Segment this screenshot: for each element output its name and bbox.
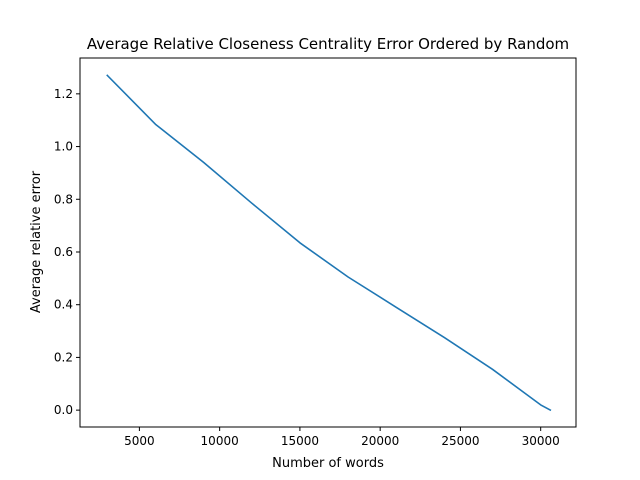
y-tick-label: 0.6	[54, 245, 73, 259]
x-tick-label: 25000	[441, 434, 479, 448]
chart-title: Average Relative Closeness Centrality Er…	[87, 35, 569, 53]
series-line	[106, 74, 552, 412]
y-tick-label: 0.0	[54, 403, 73, 417]
x-tick-label: 15000	[281, 434, 319, 448]
x-tick-label: 5000	[124, 434, 155, 448]
series-layer	[106, 74, 552, 412]
y-tick-label: 0.8	[54, 192, 73, 206]
y-tick-label: 1.0	[54, 140, 73, 154]
x-tick-label: 10000	[201, 434, 239, 448]
x-axis-label: Number of words	[272, 456, 384, 471]
y-tick-label: 0.2	[54, 350, 73, 364]
x-tick-label: 30000	[522, 434, 560, 448]
axis-ticks: 5000 10000 15000 20000 25000 30000 0.0 0.2 0.4 0.…	[54, 87, 560, 448]
y-tick-label: 1.2	[54, 87, 73, 101]
y-axis-label: Average relative error	[29, 170, 44, 313]
plot-frame	[79, 57, 577, 428]
y-tick-label: 0.4	[54, 298, 73, 312]
x-tick-label: 20000	[361, 434, 399, 448]
